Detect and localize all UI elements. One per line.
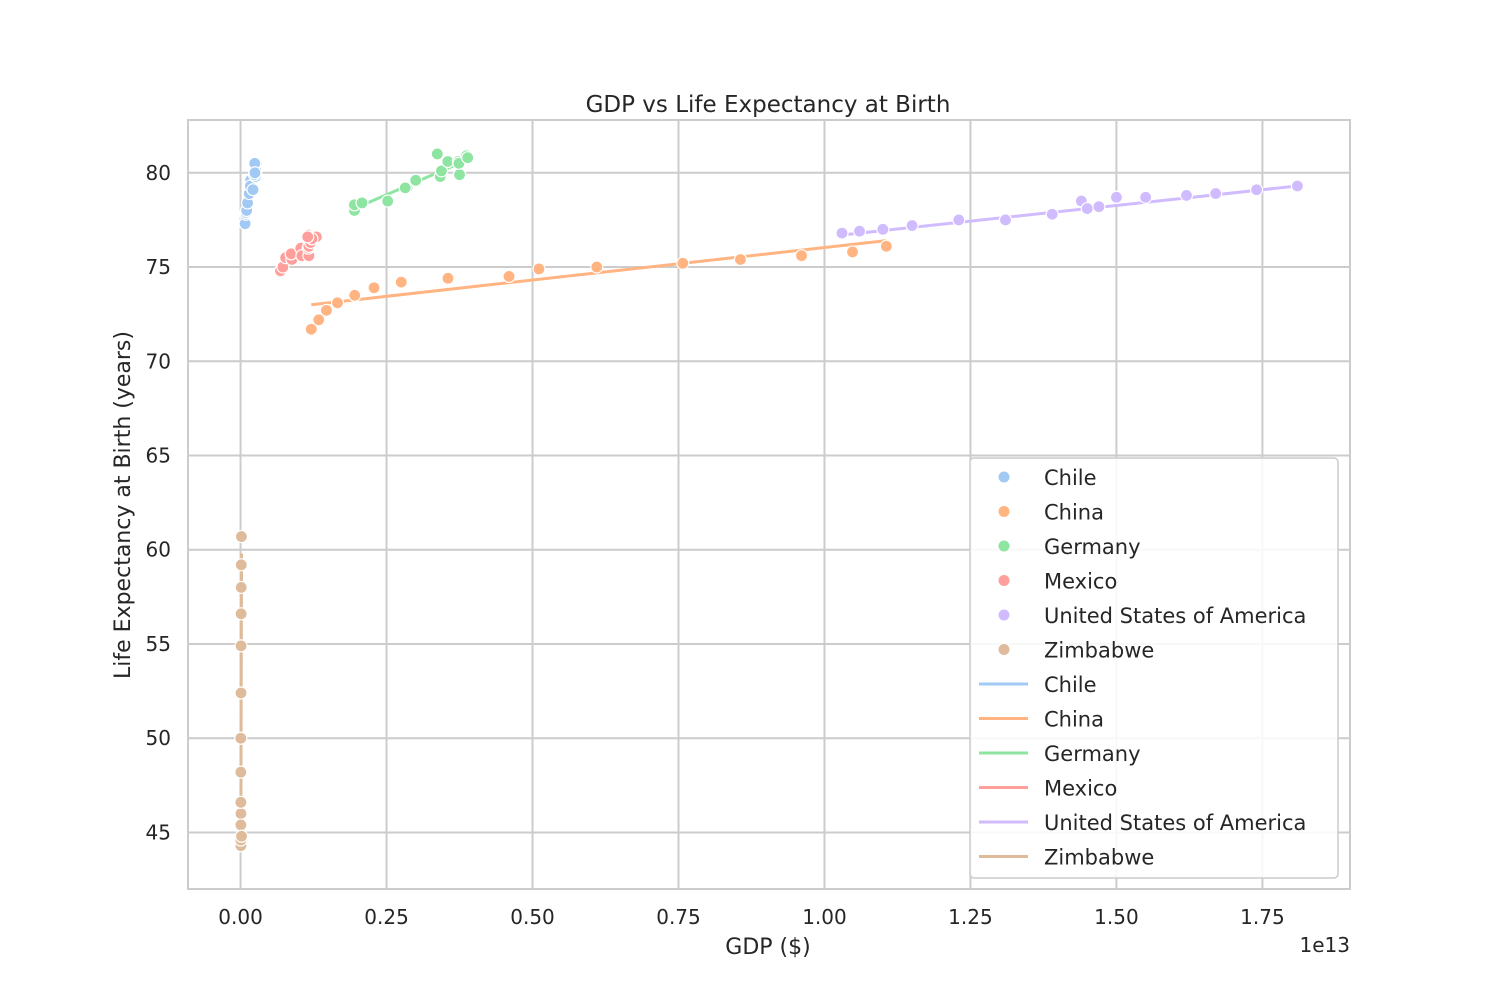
x-tick-labels: 0.00 0.25 0.50 0.75 1.00 1.25 1.50 1.75 — [218, 905, 1284, 929]
x-tick-label: 0.00 — [218, 905, 263, 929]
y-axis-label: Life Expectancy at Birth (years) — [111, 331, 136, 679]
legend-line-label-mexico: Mexico — [1044, 777, 1117, 801]
point-china — [367, 281, 381, 295]
y-tick-label: 80 — [146, 161, 171, 185]
y-tick-labels: 45 50 55 60 65 70 75 80 — [146, 161, 171, 845]
point-united-states-of-america — [1179, 188, 1194, 202]
legend-marker-germany — [997, 539, 1011, 553]
point-zimbabwe — [234, 765, 248, 779]
point-zimbabwe — [234, 529, 249, 544]
legend-marker-zimbabwe — [997, 643, 1011, 656]
point-zimbabwe — [234, 829, 249, 843]
point-united-states-of-america — [905, 218, 919, 233]
point-china — [394, 275, 408, 289]
point-germany — [461, 151, 475, 165]
point-china — [676, 256, 690, 270]
point-united-states-of-america — [852, 224, 867, 238]
y-tick-label: 75 — [146, 255, 171, 279]
plot-frame — [187, 119, 1351, 890]
x-tick-label: 1.00 — [802, 905, 847, 929]
point-china — [319, 303, 334, 317]
x-axis-offset-label: 1e13 — [1300, 933, 1350, 957]
x-tick-label: 0.50 — [510, 905, 555, 929]
point-germany — [409, 173, 423, 187]
point-germany — [434, 164, 449, 178]
point-zimbabwe — [234, 731, 248, 745]
point-mexico — [301, 230, 315, 244]
point-united-states-of-america — [1209, 186, 1223, 201]
legend: Chile China Germany Mexico United States of … — [969, 457, 1339, 879]
point-germany — [398, 181, 412, 195]
point-germany — [381, 194, 395, 208]
x-tick-label: 0.75 — [656, 905, 701, 929]
legend-line-label-united-states-of-america: United States of America — [1044, 811, 1306, 835]
legend-marker-mexico — [997, 574, 1011, 587]
legend-line-label-zimbabwe: Zimbabwe — [1044, 846, 1154, 870]
point-zimbabwe — [234, 607, 248, 621]
y-tick-label: 70 — [146, 349, 171, 373]
point-united-states-of-america — [1092, 200, 1106, 214]
point-chile — [246, 183, 260, 197]
legend-label-mexico: Mexico — [1044, 570, 1117, 594]
point-china — [532, 262, 546, 276]
legend-frame — [969, 457, 1339, 879]
legend-line-label-chile: Chile — [1044, 673, 1097, 697]
point-zimbabwe — [234, 686, 248, 700]
point-united-states-of-america — [1139, 190, 1153, 204]
point-united-states-of-america — [952, 213, 966, 227]
point-united-states-of-america — [1045, 207, 1059, 221]
y-tick-label: 50 — [146, 726, 171, 750]
point-zimbabwe — [234, 558, 248, 572]
point-germany — [355, 196, 369, 210]
point-united-states-of-america — [835, 226, 849, 240]
point-zimbabwe — [234, 795, 248, 809]
point-china — [733, 252, 748, 267]
x-tick-label: 1.50 — [1094, 905, 1139, 929]
legend-label-germany: Germany — [1044, 535, 1141, 559]
legend-label-zimbabwe: Zimbabwe — [1044, 639, 1154, 663]
x-tick-label: 1.75 — [1240, 905, 1285, 929]
point-zimbabwe — [234, 639, 248, 653]
x-tick-label: 0.25 — [364, 905, 409, 929]
point-united-states-of-america — [1080, 201, 1094, 216]
legend-label-chile: Chile — [1044, 466, 1097, 490]
point-united-states-of-america — [998, 213, 1013, 227]
y-tick-label: 55 — [146, 632, 171, 656]
point-china — [845, 245, 860, 259]
point-china — [794, 249, 809, 263]
legend-label-china: China — [1044, 501, 1104, 525]
point-china — [304, 322, 318, 336]
legend-marker-chile — [997, 470, 1011, 484]
y-tick-label: 45 — [146, 820, 171, 844]
legend-line-label-germany: Germany — [1044, 742, 1141, 766]
point-united-states-of-america — [1249, 183, 1264, 197]
point-germany — [452, 168, 467, 182]
point-china — [330, 296, 345, 310]
y-tick-label: 65 — [146, 443, 171, 467]
data-points — [234, 147, 1305, 853]
point-zimbabwe — [234, 818, 248, 832]
legend-label-united-states-of-america: United States of America — [1044, 604, 1306, 628]
legend-marker-china — [997, 505, 1011, 518]
chart-title: GDP vs Life Expectancy at Birth — [586, 92, 951, 118]
point-china — [879, 239, 893, 253]
x-axis-label: GDP ($) — [725, 935, 810, 960]
legend-line-label-china: China — [1044, 708, 1104, 732]
point-china — [441, 271, 455, 285]
x-tick-label: 1.25 — [948, 905, 993, 929]
point-zimbabwe — [234, 807, 248, 821]
point-chile — [248, 166, 262, 180]
point-united-states-of-america — [1109, 190, 1124, 204]
point-germany — [430, 147, 444, 161]
point-united-states-of-america — [876, 222, 890, 236]
point-china — [590, 260, 604, 274]
point-china — [312, 313, 326, 327]
point-zimbabwe — [234, 580, 248, 595]
point-china — [502, 269, 516, 284]
legend-marker-united-states-of-america — [997, 608, 1011, 622]
point-united-states-of-america — [1290, 179, 1305, 193]
y-tick-label: 60 — [146, 538, 171, 562]
point-china — [348, 288, 362, 302]
